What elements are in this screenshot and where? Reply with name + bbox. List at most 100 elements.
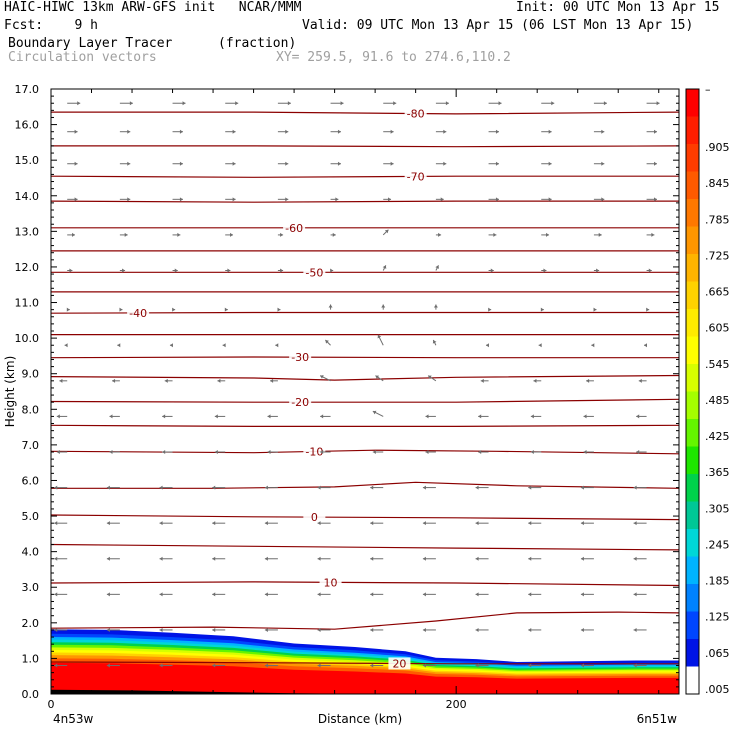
- colorbar-swatch: [686, 419, 699, 447]
- vector-head: [495, 197, 499, 202]
- plot-clip-group: -80 -70 -60 -50 -40 -30 -20 -10 0 10 20: [51, 89, 679, 694]
- vector-head: [603, 101, 607, 106]
- colorbar-swatch: [686, 611, 699, 640]
- vector-head: [212, 592, 216, 597]
- contour-label-bg: [319, 576, 342, 589]
- temperature-contour: [51, 311, 679, 314]
- y-tick-label: 7.0: [22, 439, 40, 452]
- vector-head: [370, 485, 374, 490]
- axes: 0.0 1.0 2.0 3.0 4.0 5.0 6.0 7.0 8.0 9.0 10.0 11.0 12…: [3, 83, 680, 726]
- vector-head: [54, 663, 58, 668]
- vector-head: [478, 414, 482, 419]
- vector-head: [337, 161, 341, 166]
- vector-head: [177, 232, 181, 237]
- vector-head: [490, 268, 494, 273]
- vector-head: [422, 663, 426, 668]
- vector-head: [127, 129, 131, 134]
- vector-head: [106, 485, 110, 490]
- field-units: (fraction): [218, 36, 297, 51]
- temperature-contour: [51, 175, 679, 178]
- colorbar-label: .365: [705, 466, 730, 479]
- vector-head: [285, 129, 289, 134]
- vector-head: [328, 304, 333, 308]
- vector-head: [69, 268, 73, 273]
- contour-label: -40: [129, 307, 147, 320]
- vector-head: [179, 129, 183, 134]
- y-tick-label: 16.0: [15, 119, 40, 132]
- vector-head: [540, 307, 544, 312]
- vector-head: [332, 232, 336, 237]
- vector-head: [264, 485, 268, 490]
- vector-head: [109, 450, 113, 454]
- vector-head: [159, 663, 163, 668]
- vector-head: [267, 414, 271, 419]
- vector-head: [580, 627, 584, 632]
- colorbar-label: .545: [705, 358, 730, 371]
- colorbar-swatch: [686, 254, 699, 282]
- vector-head: [264, 663, 268, 668]
- temperature-contour: [51, 543, 679, 551]
- vector-head: [443, 161, 447, 166]
- colorbar-swatch: [686, 391, 699, 420]
- colorbar-label: .245: [705, 538, 730, 551]
- vector-head: [112, 378, 116, 383]
- temperature-contour: [51, 200, 679, 203]
- x-tick-label: 0: [48, 698, 55, 711]
- vector-head: [317, 521, 321, 526]
- vector-head: [335, 197, 339, 202]
- colorbar-frame: [685, 88, 700, 695]
- y-tick-label: 10.0: [15, 332, 40, 345]
- vector-head: [162, 450, 166, 454]
- vector-head: [54, 485, 58, 490]
- vector-name: Circulation vectors: [8, 50, 157, 65]
- vector-head: [264, 592, 268, 597]
- x-right-endpoint-label: 6n51w: [637, 712, 678, 726]
- vector-head: [551, 101, 555, 106]
- contour-label-bg: [303, 445, 326, 458]
- vector-head: [601, 161, 605, 166]
- vector-head: [212, 556, 216, 561]
- vector-head: [422, 556, 426, 561]
- colorbar-swatch: [686, 474, 699, 502]
- y-tick-label: 8.0: [22, 403, 40, 416]
- contour-label: -20: [291, 396, 309, 409]
- vector-head: [480, 378, 484, 383]
- vector-head: [495, 161, 499, 166]
- temperature-contour: [51, 611, 679, 630]
- vector-head: [548, 197, 552, 202]
- vector-head: [159, 592, 163, 597]
- colorbar-label: .125: [705, 611, 730, 624]
- y-tick-label: 12.0: [15, 261, 40, 274]
- colorbar-swatch: [686, 529, 699, 557]
- colorbar-swatch: [686, 199, 699, 227]
- colorbar-label: .785: [705, 213, 730, 226]
- vector-head: [598, 232, 602, 237]
- vector-head: [159, 556, 163, 561]
- vector-head: [433, 304, 438, 308]
- y-tick-label: 11.0: [15, 297, 40, 310]
- vector-head: [648, 268, 652, 273]
- vector-head: [593, 307, 597, 312]
- vector-head: [54, 627, 58, 632]
- vector-head: [643, 343, 647, 348]
- temperature-contour: [51, 398, 679, 403]
- vector-head: [440, 197, 444, 202]
- contour-label: -10: [305, 445, 323, 458]
- vector-head: [422, 485, 426, 490]
- y-tick-label: 0.0: [22, 688, 40, 701]
- vector-head: [159, 521, 163, 526]
- vector-head: [528, 663, 532, 668]
- vector-head: [54, 521, 58, 526]
- vector-head: [72, 232, 76, 237]
- vector-head: [106, 627, 110, 632]
- vector-head: [633, 592, 637, 597]
- vector-head: [586, 378, 590, 383]
- vector-head: [106, 521, 110, 526]
- colorbar-swatch: [686, 281, 699, 310]
- y-tick-label: 15.0: [15, 154, 40, 167]
- contour-label: -80: [407, 108, 425, 121]
- vector-head: [580, 485, 584, 490]
- vector-head: [651, 232, 655, 237]
- temperature-contour: [51, 581, 679, 587]
- vector-head: [74, 161, 78, 166]
